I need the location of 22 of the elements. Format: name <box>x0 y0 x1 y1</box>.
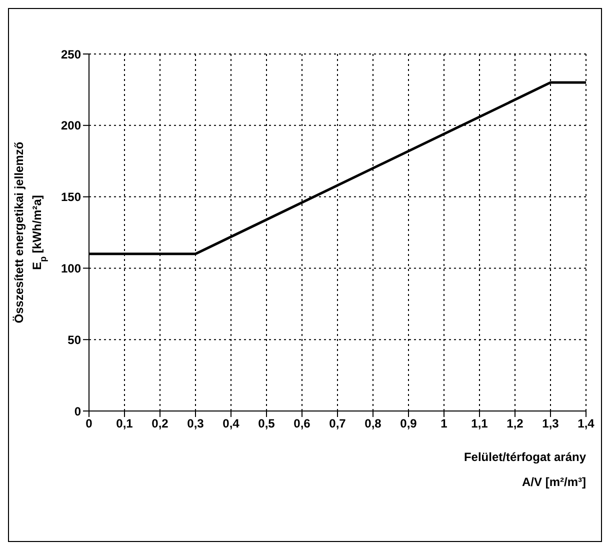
x-tick-label: 0,9 <box>400 416 418 431</box>
y-tick-label: 50 <box>68 332 82 347</box>
x-tick-label: 0,6 <box>294 416 311 431</box>
y-tick-label: 250 <box>60 47 82 62</box>
y-tick-label: 150 <box>60 190 82 204</box>
x-tick-label: 1,2 <box>506 416 524 431</box>
x-tick-label: 0,1 <box>116 416 134 431</box>
x-tick-label: 0 <box>86 416 93 431</box>
x-tick-label: 0,8 <box>364 416 382 431</box>
x-tick-label: 0,7 <box>329 416 346 431</box>
x-tick-label: 1 <box>440 416 448 431</box>
x-tick-label: 1,4 <box>578 416 595 431</box>
x-tick-label: 0,3 <box>187 416 204 431</box>
y-tick-label: 200 <box>60 118 82 133</box>
x-tick-label: 1,1 <box>471 416 488 431</box>
x-tick-label: 0,4 <box>222 416 240 431</box>
x-tick-label: 0,5 <box>258 416 276 431</box>
y-tick-label: 100 <box>60 261 82 276</box>
x-tick-label: 0,2 <box>152 416 169 431</box>
x-axis-title: Felület/térfogat arány A/V [m²/m³] <box>464 450 586 489</box>
y-tick-label: 0 <box>74 404 82 418</box>
x-tick-label: 1,3 <box>542 416 560 431</box>
